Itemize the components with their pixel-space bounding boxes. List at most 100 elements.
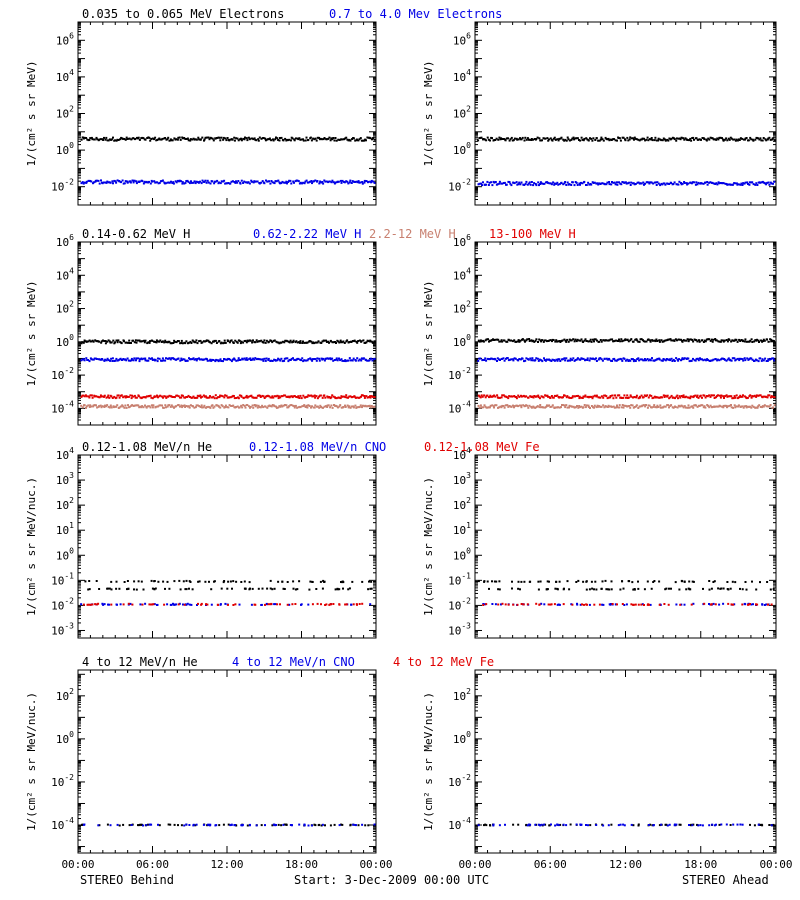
data-point <box>306 359 309 362</box>
data-point <box>738 357 741 360</box>
data-point <box>180 396 183 399</box>
data-point <box>104 340 107 342</box>
data-point <box>325 138 328 141</box>
data-point <box>594 338 597 341</box>
data-point <box>137 136 140 139</box>
data-point <box>750 406 753 409</box>
data-point <box>110 341 113 344</box>
data-point <box>684 396 686 399</box>
data-point <box>489 394 492 397</box>
data-point <box>546 394 549 397</box>
data-point <box>493 339 495 341</box>
data-point <box>347 359 349 362</box>
data-point <box>743 357 746 360</box>
data-point <box>190 180 192 183</box>
data-point <box>513 395 516 397</box>
data-point <box>80 342 83 345</box>
data-point <box>132 395 135 398</box>
data-point <box>152 603 155 606</box>
data-point <box>516 183 519 186</box>
data-point <box>219 182 222 185</box>
data-point <box>576 357 579 360</box>
data-point <box>159 404 162 407</box>
data-point <box>571 137 574 140</box>
data-point <box>146 359 149 362</box>
data-point <box>260 339 263 342</box>
data-point <box>694 394 697 397</box>
data-point <box>265 357 268 360</box>
data-point <box>363 396 366 399</box>
data-point <box>633 396 636 398</box>
data-point <box>167 395 170 398</box>
data-point <box>539 406 542 409</box>
data-point <box>744 138 746 141</box>
data-point <box>357 180 360 183</box>
data-point <box>590 395 593 398</box>
data-point <box>275 395 278 398</box>
data-point <box>212 395 215 398</box>
data-point <box>356 406 359 409</box>
data-point <box>604 136 607 139</box>
data-point <box>189 404 192 407</box>
data-point <box>617 358 620 361</box>
data-point <box>508 405 511 407</box>
data-point <box>554 138 557 141</box>
data-point <box>163 341 166 344</box>
data-point <box>219 394 222 397</box>
data-point <box>181 406 184 409</box>
data-point <box>629 184 632 186</box>
data-point <box>482 340 485 343</box>
data-point <box>629 394 632 397</box>
data-point <box>502 357 505 360</box>
data-point <box>646 358 649 360</box>
data-point <box>288 138 291 141</box>
data-point <box>558 396 561 399</box>
data-point <box>623 357 626 360</box>
data-point <box>216 404 218 407</box>
data-point <box>536 136 539 139</box>
data-point <box>766 338 768 341</box>
data-point <box>605 183 608 186</box>
data-point <box>626 358 629 361</box>
data-point <box>361 404 364 407</box>
data-point <box>202 394 205 397</box>
data-point <box>90 180 93 183</box>
data-point <box>144 138 147 141</box>
data-point <box>180 359 183 361</box>
data-point <box>279 137 281 139</box>
data-point <box>371 359 374 362</box>
data-point <box>683 182 686 184</box>
data-point <box>93 138 96 141</box>
data-point <box>260 358 263 361</box>
data-point <box>672 396 675 399</box>
data-point <box>344 603 347 606</box>
data-point <box>252 406 255 409</box>
data-point <box>265 602 268 605</box>
data-point <box>307 181 310 184</box>
data-point <box>567 340 570 343</box>
data-point <box>584 394 587 397</box>
data-point <box>198 395 201 398</box>
data-point <box>240 395 243 398</box>
data-point <box>503 359 506 362</box>
data-point <box>286 603 289 606</box>
data-point <box>688 580 691 583</box>
data-point <box>247 340 250 343</box>
data-point <box>683 405 686 408</box>
data-point <box>659 406 662 409</box>
data-point <box>370 340 373 343</box>
data-point <box>206 179 209 182</box>
data-point <box>679 405 682 408</box>
y-tick-label: 104 <box>453 266 471 282</box>
data-point <box>671 136 674 139</box>
data-point <box>127 341 130 344</box>
data-point <box>218 136 221 139</box>
data-point <box>523 339 526 342</box>
data-point <box>172 342 175 344</box>
data-point <box>761 358 764 361</box>
data-point <box>320 406 322 408</box>
data-point <box>725 137 728 140</box>
data-point <box>477 139 480 142</box>
data-point <box>151 339 154 342</box>
